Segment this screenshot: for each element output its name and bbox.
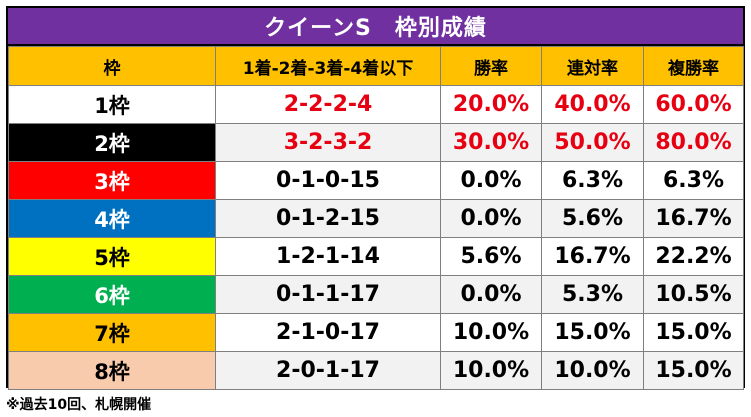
table-title: クイーンS 枠別成績 (8, 8, 743, 46)
top2-rate-cell: 50.0% (541, 123, 644, 162)
header-top2-rate: 連対率 (541, 46, 644, 86)
win-rate-cell: 0.0% (440, 275, 542, 314)
record-cell: 0-1-1-17 (215, 275, 441, 314)
table-row: 8枠 2-0-1-17 10.0% 10.0% 15.0% (8, 351, 744, 390)
top3-rate-cell: 15.0% (643, 313, 744, 352)
top2-rate-cell: 6.3% (541, 161, 644, 200)
top3-rate-cell: 10.5% (643, 275, 744, 314)
waku-cell: 3枠 (8, 161, 216, 200)
record-cell: 2-0-1-17 (215, 351, 441, 390)
waku-cell: 4枠 (8, 199, 216, 238)
table-row: 4枠 0-1-2-15 0.0% 5.6% 16.7% (8, 199, 744, 238)
record-cell: 0-1-2-15 (215, 199, 441, 238)
record-cell: 1-2-1-14 (215, 237, 441, 276)
waku-cell: 7枠 (8, 313, 216, 352)
waku-cell: 8枠 (8, 351, 216, 390)
win-rate-cell: 0.0% (440, 161, 542, 200)
top2-rate-cell: 10.0% (541, 351, 644, 390)
record-cell: 3-2-3-2 (215, 123, 441, 162)
record-cell: 0-1-0-15 (215, 161, 441, 200)
top2-rate-cell: 15.0% (541, 313, 644, 352)
win-rate-cell: 10.0% (440, 351, 542, 390)
waku-cell: 6枠 (8, 275, 216, 314)
top3-rate-cell: 22.2% (643, 237, 744, 276)
win-rate-cell: 0.0% (440, 199, 542, 238)
header-top3-rate: 複勝率 (643, 46, 744, 86)
win-rate-cell: 30.0% (440, 123, 542, 162)
top3-rate-cell: 60.0% (643, 85, 744, 124)
waku-cell: 2枠 (8, 123, 216, 162)
table-row: 1枠 2-2-2-4 20.0% 40.0% 60.0% (8, 85, 744, 124)
waku-cell: 1枠 (8, 85, 216, 124)
record-cell: 2-1-0-17 (215, 313, 441, 352)
table-row: 7枠 2-1-0-17 10.0% 15.0% 15.0% (8, 313, 744, 352)
top2-rate-cell: 5.3% (541, 275, 644, 314)
top3-rate-cell: 6.3% (643, 161, 744, 200)
header-win-rate: 勝率 (440, 46, 542, 86)
top2-rate-cell: 40.0% (541, 85, 644, 124)
header-waku: 枠 (8, 46, 216, 86)
results-table-frame: クイーンS 枠別成績 枠 1着-2着-3着-4着以下 勝率 連対率 複勝率 1枠… (6, 6, 745, 390)
table-row: 3枠 0-1-0-15 0.0% 6.3% 6.3% (8, 161, 744, 200)
table-row: 2枠 3-2-3-2 30.0% 50.0% 80.0% (8, 123, 744, 162)
header-row: 枠 1着-2着-3着-4着以下 勝率 連対率 複勝率 (8, 46, 744, 86)
top3-rate-cell: 80.0% (643, 123, 744, 162)
table-row: 5枠 1-2-1-14 5.6% 16.7% 22.2% (8, 237, 744, 276)
header-record: 1着-2着-3着-4着以下 (215, 46, 441, 86)
top3-rate-cell: 16.7% (643, 199, 744, 238)
table-body: 1枠 2-2-2-4 20.0% 40.0% 60.0% 2枠 3-2-3-2 30.0% 50… (8, 85, 744, 390)
footnote: ※過去10回、札幌開催 (6, 397, 152, 413)
table-row: 6枠 0-1-1-17 0.0% 5.3% 10.5% (8, 275, 744, 314)
frame-results-table: 枠 1着-2着-3着-4着以下 勝率 連対率 複勝率 1枠 2-2-2-4 20.0… (8, 46, 744, 390)
top2-rate-cell: 16.7% (541, 237, 644, 276)
win-rate-cell: 20.0% (440, 85, 542, 124)
top2-rate-cell: 5.6% (541, 199, 644, 238)
record-cell: 2-2-2-4 (215, 85, 441, 124)
top3-rate-cell: 15.0% (643, 351, 744, 390)
win-rate-cell: 10.0% (440, 313, 542, 352)
waku-cell: 5枠 (8, 237, 216, 276)
win-rate-cell: 5.6% (440, 237, 542, 276)
